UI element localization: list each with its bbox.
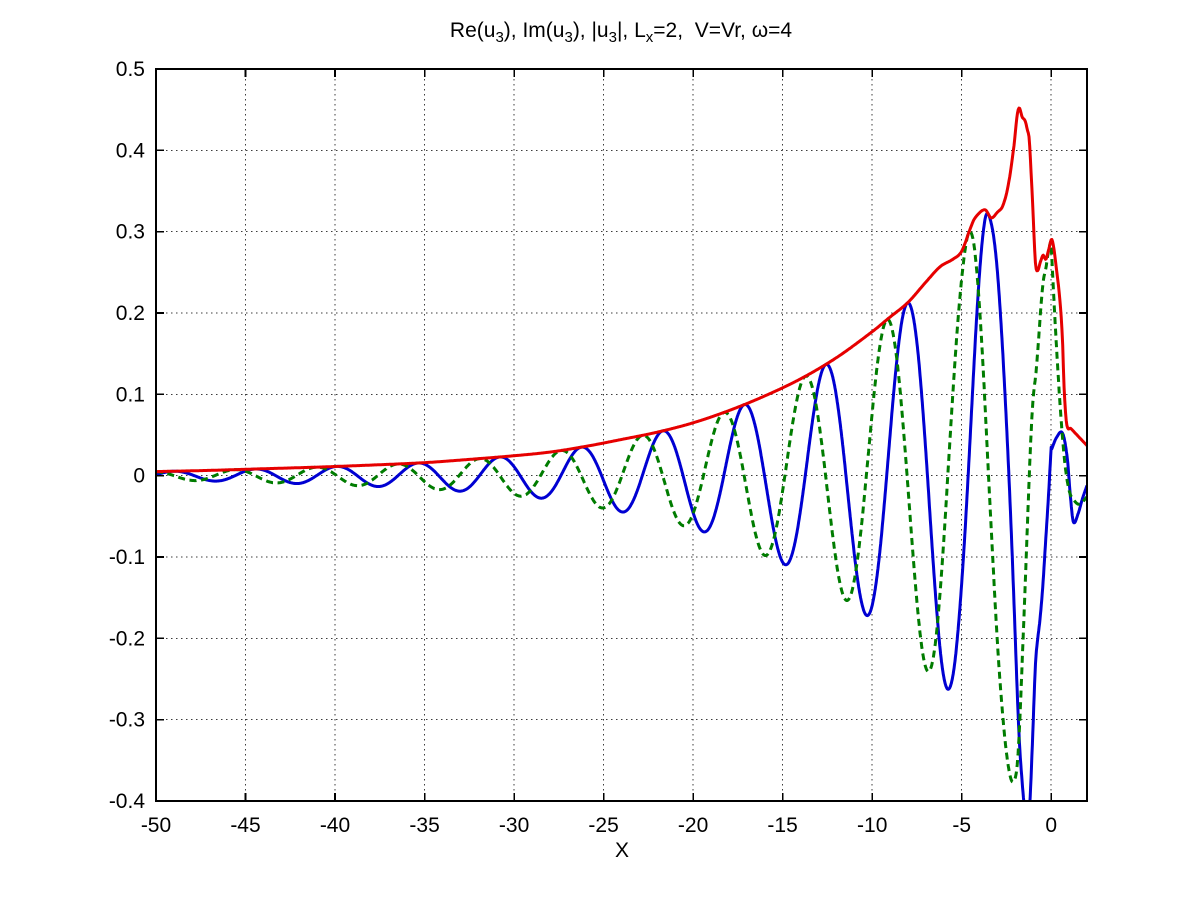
title-subscript: x: [646, 29, 654, 46]
chart-title: Re(u3), Im(u3), |u3|, Lx=2, V=Vr, ω=4: [450, 19, 792, 46]
series-re-u3: [156, 211, 1087, 801]
series-abs-u3: [156, 106, 1087, 474]
y-tick-label: -0.3: [109, 709, 145, 732]
x-tick-label: -20: [678, 814, 708, 837]
title-text: ), Im(u: [504, 19, 565, 42]
title-subscript: 3: [564, 29, 572, 46]
x-axis-label: X: [615, 839, 629, 862]
y-tick-label: -0.1: [109, 546, 145, 569]
axis-ticks: [155, 68, 1087, 802]
title-text: |, L: [617, 19, 646, 42]
x-tick-label: -30: [499, 814, 529, 837]
title-text: =2, V=Vr, ω=4: [653, 19, 792, 42]
series-group: [156, 106, 1087, 801]
series-im-u3: [156, 230, 1087, 784]
axes-box: [155, 68, 1088, 802]
y-tick-label: 0.5: [116, 58, 145, 81]
x-tick-label: -35: [409, 814, 439, 837]
x-tick-label: -45: [230, 814, 260, 837]
title-text: Re(u: [450, 19, 496, 42]
x-tick-label: -5: [952, 814, 971, 837]
x-tick-label: -15: [767, 814, 797, 837]
y-tick-label: -0.4: [109, 790, 146, 813]
y-tick-label: 0: [133, 465, 145, 488]
x-tick-labels: -50 -45 -40 -35 -30 -25 -20 -15 -10 -5 0: [141, 814, 1057, 837]
title-subscript: 3: [609, 29, 617, 46]
x-tick-label: -50: [141, 814, 171, 837]
title-text: ), |u: [573, 19, 609, 42]
y-tick-label: 0.1: [116, 383, 145, 406]
y-tick-label: 0.2: [116, 302, 145, 325]
x-tick-label: -10: [857, 814, 887, 837]
plot-box: [155, 68, 1088, 802]
x-tick-label: -25: [588, 814, 618, 837]
x-tick-label: 0: [1045, 814, 1057, 837]
grid: [156, 69, 1087, 801]
y-tick-label: -0.2: [109, 627, 145, 650]
title-subscript: 3: [495, 29, 503, 46]
y-tick-label: 0.4: [116, 139, 146, 162]
y-tick-labels: 0.5 0.4 0.3 0.2 0.1 0 -0.1 -0.2 -0.3 -0.4: [109, 58, 146, 813]
x-tick-label: -40: [320, 814, 350, 837]
y-tick-label: 0.3: [116, 221, 145, 244]
